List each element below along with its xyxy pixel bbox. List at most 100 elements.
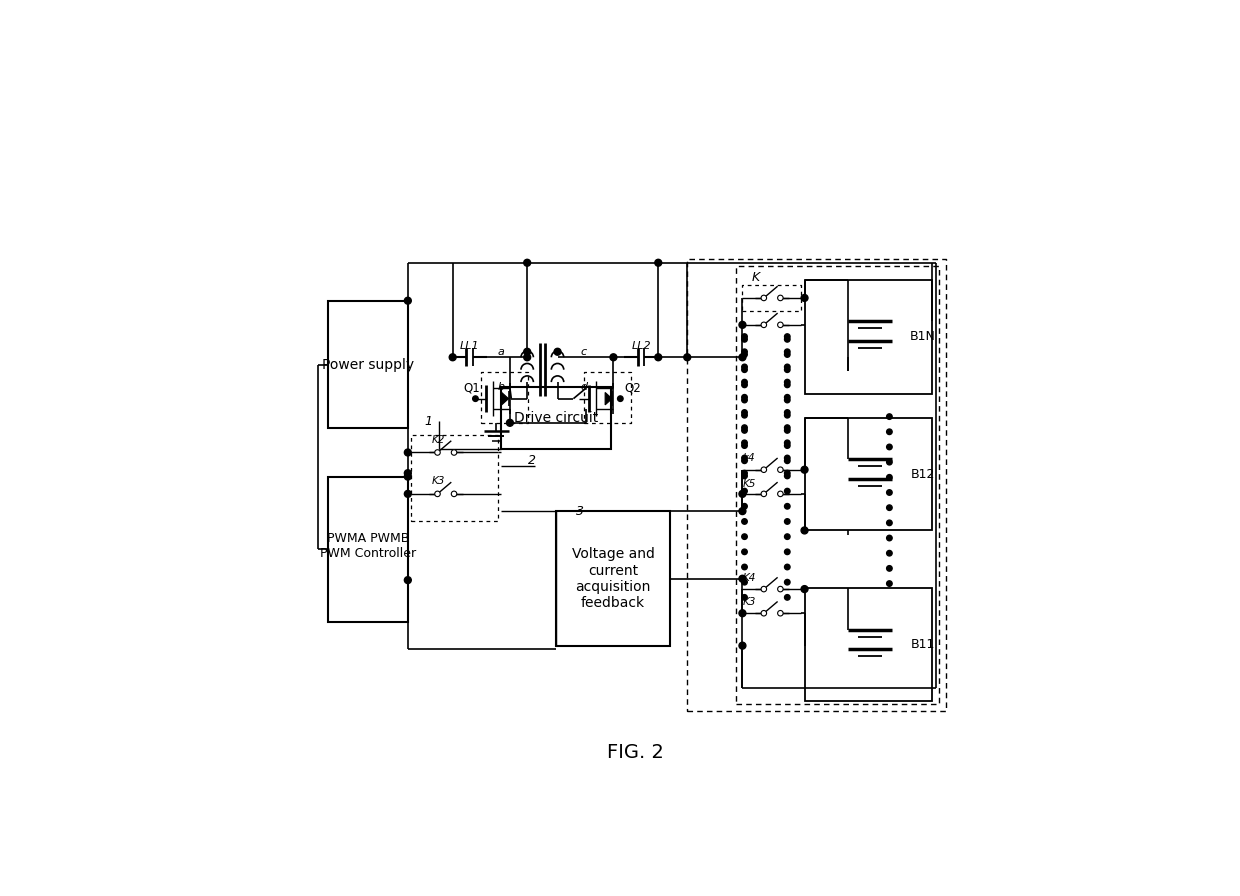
- Circle shape: [785, 334, 790, 340]
- Bar: [557, 511, 670, 646]
- Circle shape: [610, 354, 616, 361]
- Circle shape: [785, 488, 790, 494]
- Circle shape: [785, 595, 790, 600]
- Circle shape: [785, 394, 790, 400]
- Circle shape: [785, 458, 790, 463]
- Circle shape: [742, 470, 748, 476]
- Circle shape: [801, 466, 808, 473]
- Circle shape: [742, 337, 748, 342]
- Circle shape: [742, 412, 748, 418]
- Circle shape: [742, 379, 748, 385]
- Text: Power supply: Power supply: [322, 358, 414, 372]
- Text: K4: K4: [743, 573, 756, 583]
- Circle shape: [887, 429, 892, 435]
- Circle shape: [761, 586, 766, 592]
- Text: Drive circuit: Drive circuit: [515, 411, 598, 425]
- Circle shape: [742, 427, 748, 433]
- Circle shape: [785, 549, 790, 555]
- Text: Q1: Q1: [464, 382, 480, 395]
- Circle shape: [785, 412, 790, 418]
- Circle shape: [742, 397, 748, 403]
- Text: Q2: Q2: [625, 382, 641, 395]
- Circle shape: [404, 577, 412, 583]
- Circle shape: [742, 364, 748, 370]
- Circle shape: [777, 491, 784, 496]
- Circle shape: [523, 349, 531, 355]
- Text: B11: B11: [910, 639, 935, 651]
- Text: 1: 1: [424, 415, 433, 428]
- Circle shape: [742, 334, 748, 340]
- Circle shape: [785, 473, 790, 478]
- Circle shape: [785, 382, 790, 388]
- Circle shape: [887, 460, 892, 465]
- Bar: [329, 477, 408, 622]
- Text: K3: K3: [432, 477, 445, 487]
- Text: K2: K2: [432, 435, 445, 445]
- Circle shape: [887, 535, 892, 541]
- Circle shape: [451, 491, 456, 496]
- Text: c: c: [580, 348, 587, 358]
- Circle shape: [785, 470, 790, 476]
- Text: b: b: [497, 382, 505, 392]
- Circle shape: [742, 455, 748, 461]
- Circle shape: [777, 586, 784, 592]
- Text: LL2: LL2: [631, 340, 651, 350]
- Circle shape: [742, 440, 748, 445]
- Polygon shape: [502, 392, 508, 405]
- Circle shape: [435, 491, 440, 496]
- Circle shape: [887, 505, 892, 511]
- Circle shape: [785, 580, 790, 585]
- Circle shape: [761, 467, 766, 472]
- Circle shape: [785, 504, 790, 509]
- Text: K: K: [753, 271, 760, 284]
- Circle shape: [785, 519, 790, 524]
- Circle shape: [742, 595, 748, 600]
- Circle shape: [887, 550, 892, 556]
- Circle shape: [761, 295, 766, 301]
- Circle shape: [742, 443, 748, 448]
- Circle shape: [742, 352, 748, 358]
- Circle shape: [742, 409, 748, 415]
- Circle shape: [887, 520, 892, 526]
- Circle shape: [742, 549, 748, 555]
- Circle shape: [785, 352, 790, 358]
- Circle shape: [506, 419, 513, 426]
- Circle shape: [742, 488, 748, 494]
- Bar: [329, 301, 408, 428]
- Circle shape: [887, 414, 892, 419]
- Circle shape: [761, 322, 766, 328]
- Circle shape: [404, 297, 412, 304]
- Circle shape: [739, 490, 746, 497]
- Circle shape: [777, 467, 784, 472]
- Circle shape: [785, 534, 790, 539]
- Bar: [805, 418, 932, 530]
- Circle shape: [887, 581, 892, 586]
- Circle shape: [739, 508, 746, 514]
- Circle shape: [785, 427, 790, 433]
- Circle shape: [739, 575, 746, 582]
- Circle shape: [761, 491, 766, 496]
- Circle shape: [739, 322, 746, 328]
- Circle shape: [785, 397, 790, 403]
- Text: PWMA PWMB
PWM Controller: PWMA PWMB PWM Controller: [320, 531, 417, 560]
- Text: Voltage and
current
acquisition
feedback: Voltage and current acquisition feedback: [572, 547, 655, 610]
- Bar: [805, 589, 932, 701]
- Circle shape: [742, 564, 748, 570]
- Circle shape: [655, 354, 662, 361]
- Circle shape: [739, 354, 746, 361]
- Circle shape: [739, 610, 746, 616]
- Circle shape: [777, 322, 784, 328]
- Circle shape: [683, 354, 691, 361]
- Circle shape: [785, 349, 790, 355]
- Circle shape: [451, 450, 456, 455]
- Circle shape: [785, 409, 790, 415]
- Bar: [501, 387, 611, 449]
- Circle shape: [523, 259, 531, 266]
- Circle shape: [761, 610, 766, 616]
- Circle shape: [742, 473, 748, 478]
- Circle shape: [785, 367, 790, 373]
- Circle shape: [785, 425, 790, 430]
- Text: a: a: [497, 348, 505, 358]
- Circle shape: [449, 354, 456, 361]
- Text: FIG. 2: FIG. 2: [608, 743, 663, 762]
